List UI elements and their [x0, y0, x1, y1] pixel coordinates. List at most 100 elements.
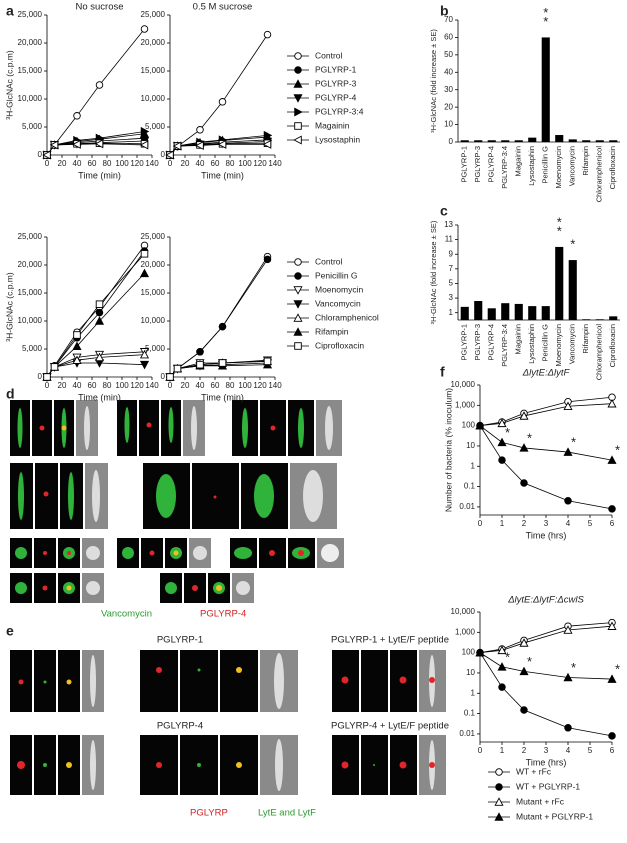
x-tick-label: 1 [500, 519, 505, 528]
marker [195, 140, 204, 151]
x-tick-label: 0 [45, 381, 50, 390]
y-tick-label: 15,000 [141, 288, 166, 297]
y-tick-label: 40 [444, 67, 453, 76]
x-tick-label: 0 [478, 746, 483, 755]
bar [595, 319, 604, 320]
x-tick-label: 80 [103, 159, 112, 168]
legend-label: WT + PGLYRP-1 [516, 781, 580, 791]
legend-marker [293, 286, 303, 295]
x-tick-label: PGLYRP-1 [460, 324, 469, 361]
bar [501, 303, 510, 320]
x-tick-label: 20 [181, 381, 190, 390]
marker [519, 411, 529, 420]
marker [72, 139, 81, 149]
x-tick-label: Vancomycin [568, 146, 577, 186]
marker [607, 398, 617, 408]
bar [595, 140, 604, 142]
bar [474, 301, 483, 320]
x-tick-label: Ciprofloxacin [608, 324, 617, 367]
marker [519, 638, 529, 647]
legend-text: PGLYRP [190, 808, 228, 819]
x-axis-label: Time (min) [78, 170, 121, 180]
marker [196, 126, 204, 134]
marker [608, 732, 616, 740]
y-tick-label: 10,000 [141, 94, 166, 103]
marker [173, 364, 182, 373]
marker [218, 322, 227, 331]
legend-marker [293, 94, 303, 103]
marker [263, 255, 272, 264]
bar [541, 306, 550, 320]
x-tick-label: 120 [253, 381, 267, 390]
marker [42, 150, 51, 160]
x-tick-label: 140 [145, 381, 159, 390]
y-tick-label: 5 [449, 279, 454, 288]
y-tick-label: 10,000 [451, 380, 476, 389]
bar [460, 306, 469, 320]
image-title: PGLYRP-4 [157, 721, 203, 732]
marker [140, 250, 149, 258]
panel-title: ΔlytE:ΔlytF:ΔcwlS [507, 595, 584, 606]
y-tick-label: 13 [444, 220, 453, 229]
marker [73, 331, 81, 339]
y-tick-label: 70 [444, 15, 453, 24]
legend-marker [294, 66, 302, 74]
y-tick-label: 1 [449, 308, 454, 317]
legend-label: Moenomycin [315, 284, 363, 294]
x-tick-label: Rifampin [581, 324, 590, 354]
marker [140, 25, 149, 33]
y-tick-label: 25,000 [141, 232, 166, 241]
x-tick-label: Magainin [514, 324, 523, 354]
bar [582, 319, 591, 320]
legend-marker [293, 313, 303, 322]
legend-marker [494, 812, 504, 821]
x-tick-label: 120 [253, 159, 267, 168]
marker [166, 373, 174, 381]
bar [582, 140, 591, 142]
y-tick-label: 10,000 [141, 316, 166, 325]
x-tick-label: PGLYRP-3:4 [500, 324, 509, 367]
bar [568, 139, 577, 142]
legend-label: Control [315, 50, 343, 60]
x-tick-label: 0 [168, 381, 173, 390]
x-tick-label: 140 [268, 381, 282, 390]
x-tick-label: Chloramphenicol [595, 146, 604, 203]
marker [72, 341, 82, 350]
panel-label: b [440, 3, 449, 19]
series-line [479, 652, 613, 680]
legend-marker [294, 107, 303, 117]
y-axis-label: ³H-GlcNAc (c.p.m) [4, 50, 14, 120]
y-tick-label: 25,000 [141, 10, 166, 19]
x-tick-label: 40 [196, 381, 205, 390]
annotation: * [615, 662, 620, 677]
y-tick-label: 1 [471, 688, 476, 697]
marker [262, 139, 272, 149]
x-axis-label: Time (min) [201, 392, 244, 402]
marker [519, 443, 529, 452]
marker [564, 497, 572, 505]
legend-marker [494, 797, 504, 806]
y-tick-label: 10,000 [18, 316, 43, 325]
y-tick-label: 0 [449, 137, 454, 146]
legend-marker [293, 135, 302, 145]
y-tick-label: 100 [462, 421, 476, 430]
marker [50, 363, 59, 371]
x-tick-label: 100 [115, 381, 129, 390]
marker [263, 357, 272, 366]
legend-text: Vancomycin [101, 609, 152, 620]
image-title: PGLYRP-1 + LytE/F peptide [331, 635, 449, 646]
y-tick-label: 30 [444, 85, 453, 94]
y-tick-label: 15,000 [141, 66, 166, 75]
y-tick-label: 0.1 [464, 482, 476, 491]
x-tick-label: Rifampin [581, 146, 590, 176]
y-tick-label: 10 [466, 441, 475, 450]
image-title: PGLYRP-4 + LytE/F peptide [331, 721, 449, 732]
legend-marker [294, 122, 302, 130]
bar [609, 140, 618, 142]
marker [218, 359, 227, 367]
marker [520, 479, 528, 487]
x-tick-label: 60 [211, 381, 220, 390]
y-tick-label: 10,000 [451, 607, 476, 616]
panel-label: c [440, 203, 448, 219]
annotation: * [543, 14, 548, 29]
